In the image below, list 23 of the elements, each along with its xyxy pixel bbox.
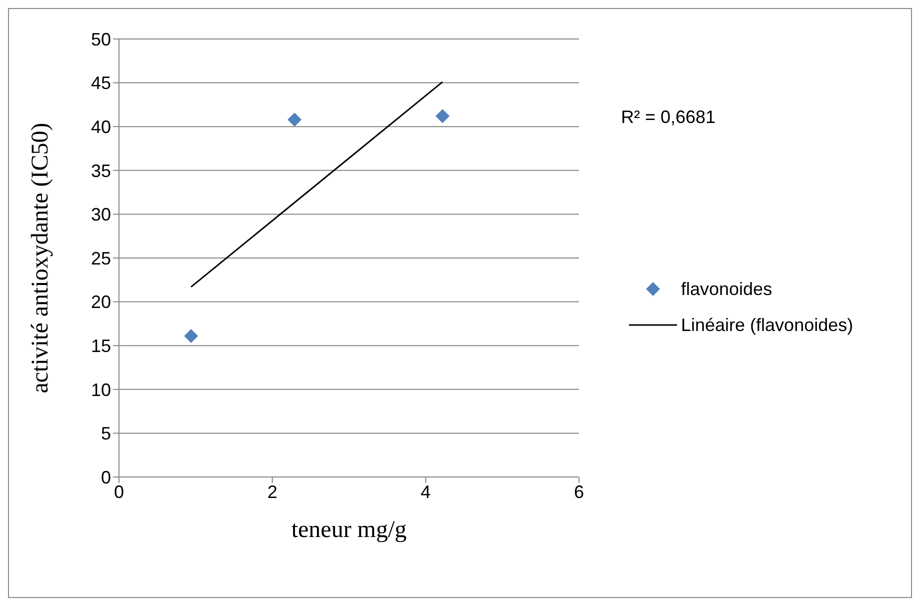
x-tick-label: 4 [420, 482, 431, 502]
x-tick-label: 2 [267, 482, 278, 502]
y-tick-label: 10 [90, 380, 111, 400]
y-tick-label: 5 [100, 424, 111, 444]
point [184, 328, 198, 343]
x-axis-title: teneur mg/g [291, 517, 407, 543]
y-tick-label: 15 [90, 336, 111, 356]
y-tick-label: 30 [90, 204, 111, 225]
y-tick-label: 40 [90, 116, 111, 137]
point [288, 112, 302, 127]
y-tick-label: 0 [100, 467, 111, 488]
y-tick-label: 35 [90, 160, 111, 181]
legend-label: Linéaire (flavonoides) [681, 314, 854, 336]
y-tick-label: 20 [90, 292, 111, 312]
y-tick-label: 50 [90, 29, 111, 50]
y-axis-title: activité antioxydante (IC50) [28, 122, 54, 394]
legend-label: flavonoides [681, 278, 772, 300]
x-tick-label: 6 [574, 482, 584, 502]
y-tick-label: 25 [90, 248, 111, 268]
point [436, 109, 450, 124]
y-tick-label: 45 [90, 73, 111, 94]
text: R² = 0,6681 [621, 107, 716, 128]
x-tick-label: 0 [114, 482, 124, 502]
